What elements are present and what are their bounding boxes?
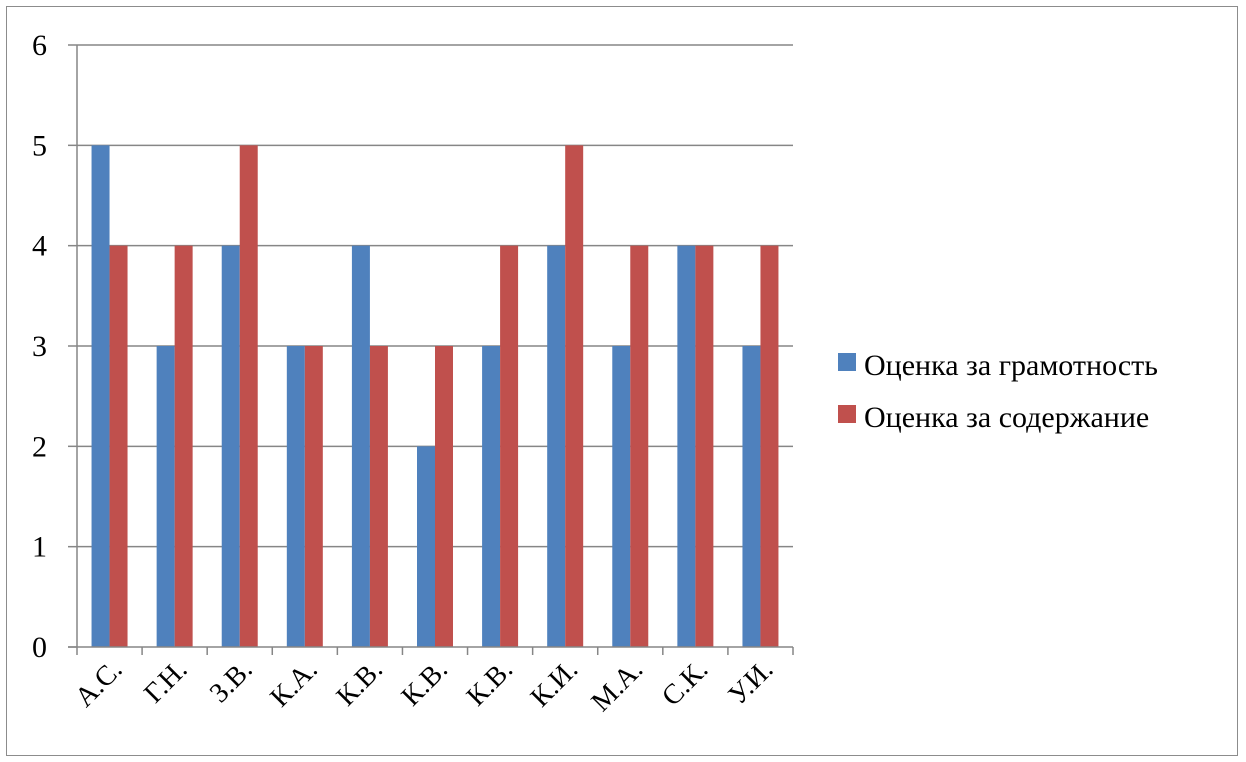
x-category-label: К.В.: [396, 654, 454, 712]
x-category-label: С.К.: [656, 654, 714, 712]
x-category-label: А.С.: [69, 654, 128, 713]
bar-literacy: [221, 245, 240, 647]
x-category-label: К.И.: [525, 654, 584, 713]
bar-literacy: [482, 346, 501, 647]
y-tick-label: 2: [32, 430, 47, 463]
x-category-label: К.В.: [331, 654, 389, 712]
bar-literacy: [742, 346, 761, 647]
bar-content: [369, 346, 388, 647]
y-axis-tick-labels: 0 1 2 3 4 5 6: [32, 29, 47, 664]
bars: [91, 145, 779, 648]
bar-literacy: [677, 245, 696, 647]
x-category-label: Г.Н.: [138, 654, 193, 709]
y-tick-label: 3: [32, 330, 47, 363]
bar-content: [760, 245, 779, 647]
bar-literacy: [612, 346, 631, 647]
bar-content: [630, 245, 649, 647]
y-tick-label: 5: [32, 129, 47, 162]
legend-label: Оценка за грамотность: [864, 349, 1158, 382]
y-tick-label: 0: [32, 631, 47, 664]
axes: [68, 44, 794, 655]
x-category-label: М.А.: [585, 654, 649, 718]
bar-literacy: [547, 245, 566, 647]
bar-literacy: [417, 446, 435, 647]
x-category-label: З.В.: [204, 654, 259, 709]
bar-content: [109, 245, 128, 647]
legend-swatch: [838, 405, 856, 423]
legend-swatch: [838, 353, 856, 371]
x-category-label: К.В.: [461, 654, 519, 712]
bar-content: [565, 145, 584, 648]
bar-content: [239, 145, 258, 648]
legend: Оценка за грамотность Оценка за содержани…: [838, 349, 1158, 434]
y-tick-label: 4: [32, 230, 47, 263]
legend-label: Оценка за содержание: [864, 401, 1149, 434]
bar-content: [435, 346, 453, 647]
bar-literacy: [286, 346, 305, 647]
bar-content: [174, 245, 193, 647]
bar-content: [304, 346, 323, 647]
y-tick-label: 1: [32, 531, 47, 564]
bar-content: [500, 245, 519, 647]
x-axis-tick-labels: А.С. Г.Н. З.В. К.А. К.В. К.В. К.В. К.И. М.А. С.К.…: [69, 654, 779, 718]
bar-content: [695, 245, 714, 647]
x-category-label: У.И.: [722, 654, 779, 711]
gridlines: [77, 44, 793, 548]
bar-literacy: [351, 245, 370, 647]
y-tick-label: 6: [32, 29, 47, 62]
bar-literacy: [156, 346, 175, 647]
x-category-label: К.А.: [264, 654, 323, 713]
bar-literacy: [91, 145, 110, 648]
